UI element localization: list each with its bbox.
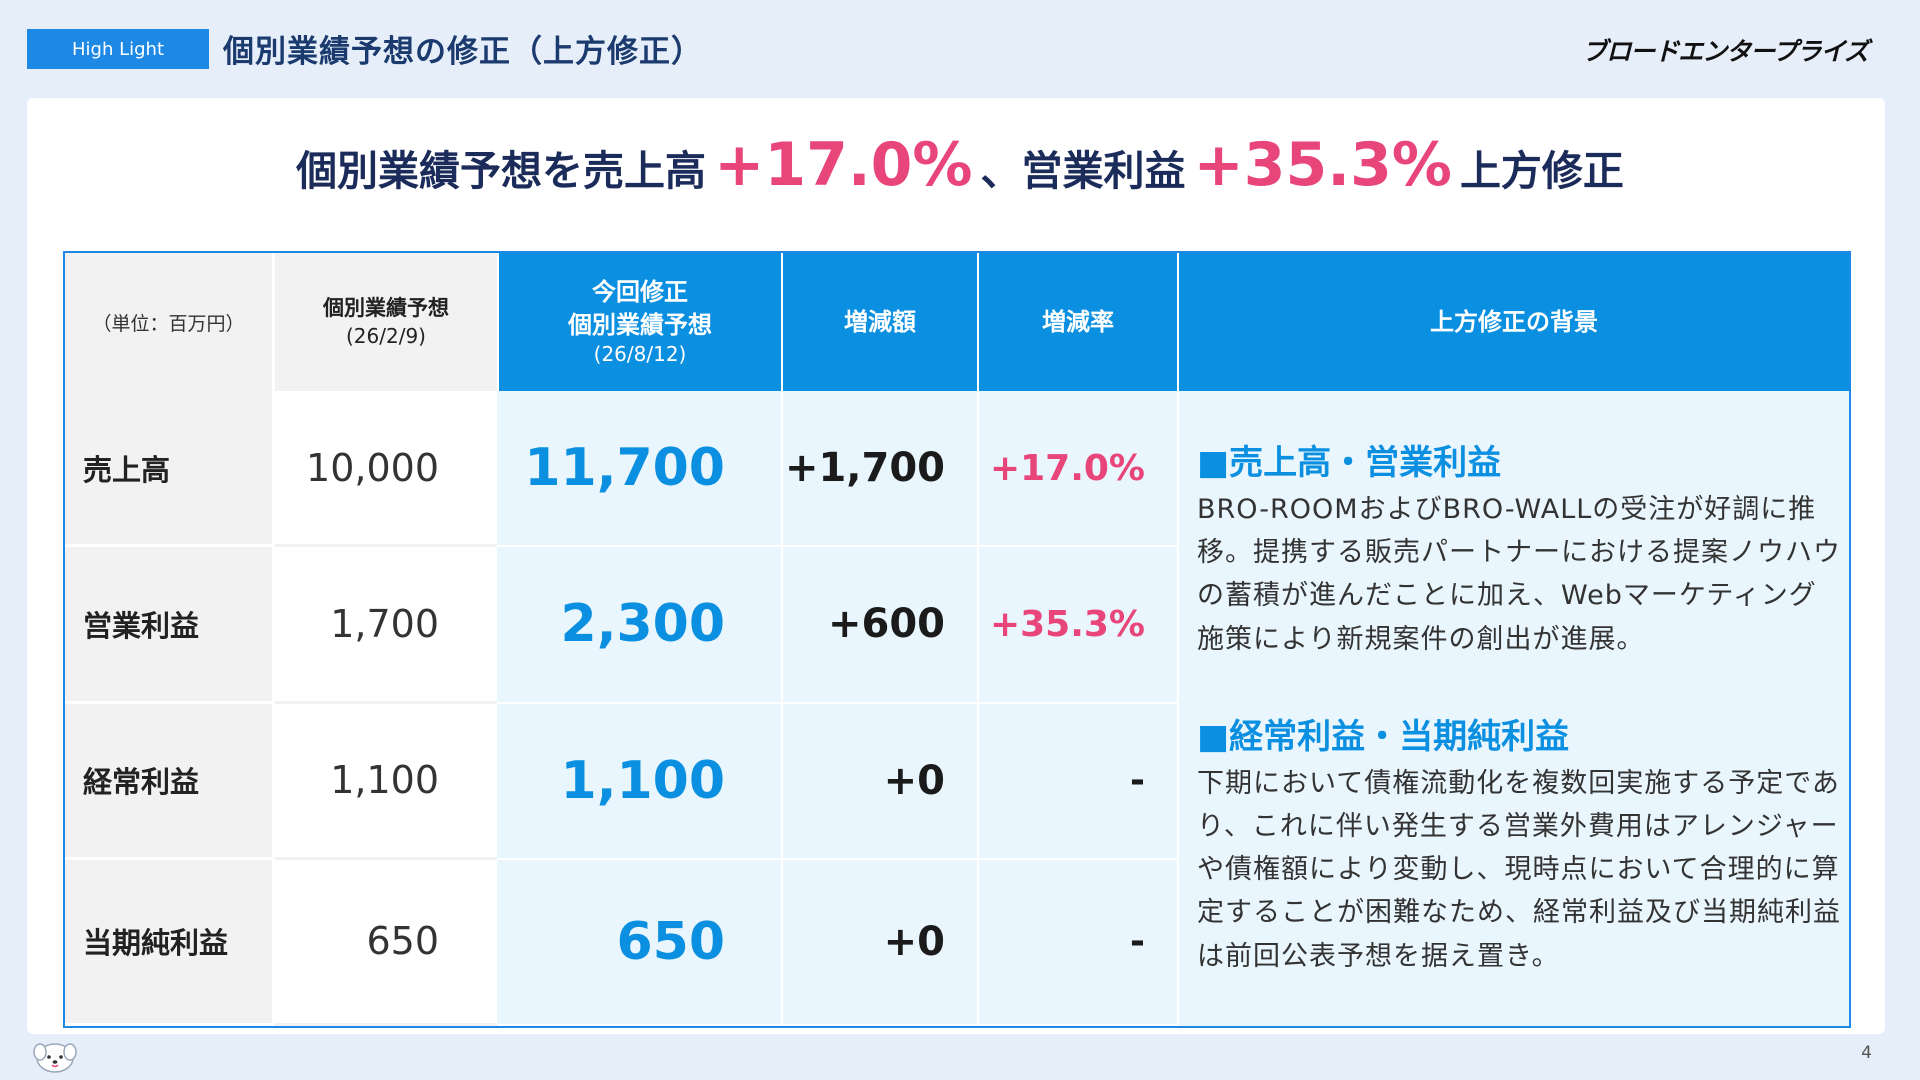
diff-value: +0 xyxy=(781,703,977,860)
new-forecast-header: 今回修正 個別業績予想 (26/8/12) xyxy=(497,253,781,391)
forecast-table: （単位：百万円） 個別業績予想 (26/2/9) 今回修正 個別業績予想 (26… xyxy=(63,251,1851,1028)
table-row: 営業利益 1,700 2,300 +600 +35.3% xyxy=(65,547,1849,704)
table-row: 経常利益 1,100 1,100 +0 - xyxy=(65,703,1849,860)
rate-value: - xyxy=(977,703,1177,860)
diff-value: +0 xyxy=(781,859,977,1026)
page-number: 4 xyxy=(1861,1043,1872,1063)
diff-value: +1,700 xyxy=(781,391,977,548)
prev-forecast-header-date: (26/2/9) xyxy=(346,323,426,348)
rate-header: 増減率 xyxy=(977,253,1177,391)
new-value: 1,100 xyxy=(497,703,781,860)
headline-sales-rate: +17.0% xyxy=(714,130,973,200)
highlight-badge: High Light xyxy=(27,29,209,69)
background-header: 上方修正の背景 xyxy=(1177,253,1849,391)
background-section-title: ■経常利益・当期純利益 xyxy=(1197,716,1570,757)
background-section-body: 下期において債権流動化を複数回実施する予定であり、これに伴い発生する営業外費用は… xyxy=(1197,767,1841,972)
table-header-row: （単位：百万円） 個別業績予想 (26/2/9) 今回修正 個別業績予想 (26… xyxy=(65,253,1849,391)
row-label: 売上高 xyxy=(65,391,275,548)
row-label: 当期純利益 xyxy=(65,859,275,1026)
new-value: 2,300 xyxy=(497,547,781,704)
prev-value: 10,000 xyxy=(275,391,497,548)
new-forecast-header-date: (26/8/12) xyxy=(593,341,687,366)
rate-value: +35.3% xyxy=(977,547,1177,704)
prev-value: 650 xyxy=(275,859,497,1026)
dog-mascot-icon xyxy=(33,1043,77,1073)
new-forecast-header-line1: 今回修正 xyxy=(592,278,688,307)
headline-text-2: 、営業利益 xyxy=(980,147,1186,195)
new-forecast-header-line2: 個別業績予想 xyxy=(568,310,712,339)
unit-header: （単位：百万円） xyxy=(65,253,275,391)
company-logo: ブロードエンタープライズ xyxy=(1582,37,1869,66)
background-section-body: BRO-ROOMおよびBRO-WALLの受注が好調に推移。提携する販売パートナー… xyxy=(1197,494,1841,655)
table-row: 売上高 10,000 11,700 +1,700 +17.0% ■売上高・営業利… xyxy=(65,391,1849,1026)
headline-op-profit-rate: +35.3% xyxy=(1193,130,1452,200)
headline-text-1: 個別業績予想を売上高 xyxy=(296,147,707,195)
diff-header: 増減額 xyxy=(781,253,977,391)
diff-value: +600 xyxy=(781,547,977,704)
row-label: 営業利益 xyxy=(65,547,275,704)
prev-forecast-header-title: 個別業績予想 xyxy=(323,296,449,321)
new-value: 650 xyxy=(497,859,781,1026)
page-title: 個別業績予想の修正（上方修正） xyxy=(223,34,703,70)
new-value: 11,700 xyxy=(497,391,781,548)
row-label: 経常利益 xyxy=(65,703,275,860)
headline-text-3: 上方修正 xyxy=(1459,147,1624,195)
background-section-title: ■売上高・営業利益 xyxy=(1197,443,1502,483)
prev-value: 1,700 xyxy=(275,547,497,704)
background-cell: ■売上高・営業利益 BRO-ROOMおよびBRO-WALLの受注が好調に推移。提… xyxy=(1177,391,1849,1026)
prev-forecast-header: 個別業績予想 (26/2/9) xyxy=(275,253,497,391)
rate-value: +17.0% xyxy=(977,391,1177,548)
headline: 個別業績予想を売上高 +17.0% 、営業利益 +35.3% 上方修正 xyxy=(0,130,1920,200)
table-row: 当期純利益 650 650 +0 - xyxy=(65,859,1849,1026)
prev-value: 1,100 xyxy=(275,703,497,860)
rate-value: - xyxy=(977,859,1177,1026)
